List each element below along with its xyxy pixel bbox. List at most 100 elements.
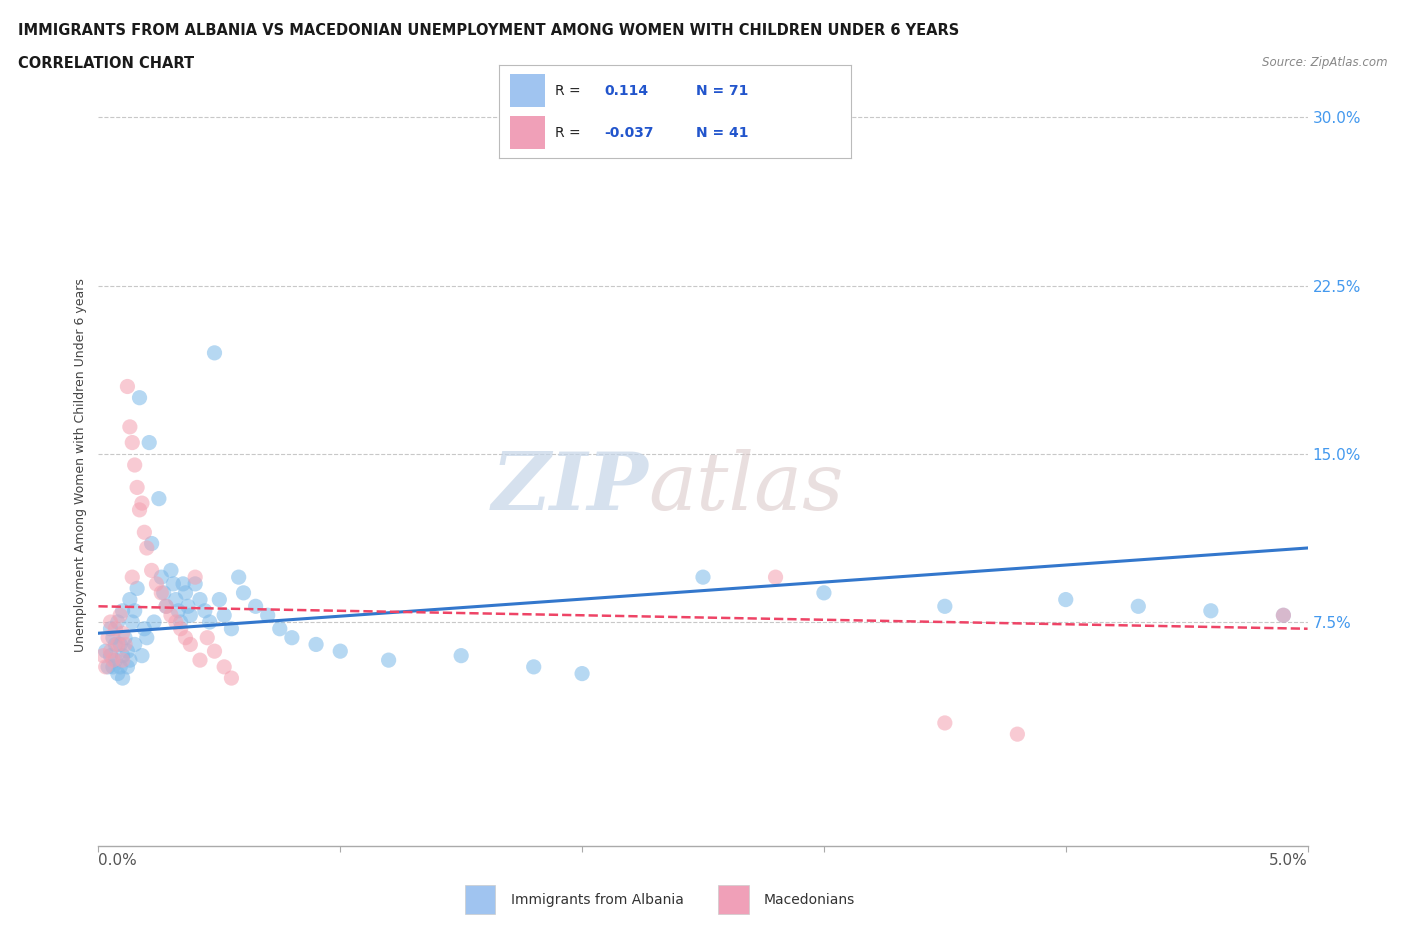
Text: -0.037: -0.037 — [605, 126, 654, 140]
Point — [571, 666, 593, 681]
Point — [117, 644, 139, 658]
Point — [118, 419, 141, 434]
Text: 5.0%: 5.0% — [1268, 853, 1308, 868]
Bar — [510, 74, 546, 107]
Text: 0.0%: 0.0% — [98, 853, 138, 868]
Point — [148, 491, 170, 506]
Point — [212, 659, 235, 674]
Point — [135, 631, 157, 645]
Point — [107, 615, 129, 630]
Point — [141, 536, 163, 551]
Point — [124, 458, 146, 472]
Point — [179, 608, 201, 623]
Point — [256, 608, 278, 623]
Point — [232, 585, 254, 600]
Point — [128, 391, 150, 405]
Point — [1128, 599, 1150, 614]
Point — [104, 621, 127, 636]
Point — [138, 435, 160, 450]
Point — [179, 637, 201, 652]
Point — [100, 644, 122, 658]
Point — [155, 599, 177, 614]
Point — [934, 599, 956, 614]
Point — [198, 615, 221, 630]
Point — [269, 621, 291, 636]
Point — [117, 379, 139, 394]
Point — [934, 715, 956, 730]
Point — [111, 604, 134, 618]
Point — [329, 644, 352, 658]
Point — [195, 631, 218, 645]
Point — [114, 631, 136, 645]
Point — [141, 563, 163, 578]
Point — [101, 631, 124, 645]
Point — [100, 621, 122, 636]
Point — [134, 621, 156, 636]
Point — [135, 540, 157, 555]
Point — [145, 577, 167, 591]
Text: N = 41: N = 41 — [696, 126, 748, 140]
Point — [104, 637, 127, 652]
Point — [188, 653, 211, 668]
Point — [208, 592, 231, 607]
Point — [134, 525, 156, 539]
Point — [1054, 592, 1077, 607]
Point — [204, 345, 226, 360]
Point — [765, 570, 787, 585]
Text: 0.114: 0.114 — [605, 84, 648, 98]
Text: N = 71: N = 71 — [696, 84, 748, 98]
Point — [124, 604, 146, 618]
Point — [281, 631, 304, 645]
Point — [169, 621, 191, 636]
Point — [212, 608, 235, 623]
Point — [117, 659, 139, 674]
Point — [101, 653, 124, 668]
Point — [111, 671, 134, 685]
Point — [104, 653, 127, 668]
Point — [97, 631, 120, 645]
Point — [150, 570, 173, 585]
Point — [221, 671, 243, 685]
Point — [162, 577, 184, 591]
Point — [143, 615, 166, 630]
Point — [111, 653, 134, 668]
Point — [101, 659, 124, 674]
Point — [155, 599, 177, 614]
Point — [108, 637, 131, 652]
Point — [174, 585, 197, 600]
Text: ZIP: ZIP — [492, 449, 648, 526]
Point — [184, 577, 207, 591]
Point — [174, 631, 197, 645]
Point — [177, 599, 200, 614]
Point — [127, 480, 149, 495]
Point — [305, 637, 328, 652]
Point — [121, 435, 143, 450]
Bar — [510, 116, 546, 149]
Point — [165, 592, 187, 607]
Text: atlas: atlas — [648, 449, 844, 526]
Text: Immigrants from Albania: Immigrants from Albania — [510, 893, 683, 907]
Point — [184, 570, 207, 585]
Point — [523, 659, 546, 674]
Point — [1007, 726, 1029, 741]
Point — [167, 604, 190, 618]
Point — [118, 592, 141, 607]
Point — [111, 648, 134, 663]
Text: Source: ZipAtlas.com: Source: ZipAtlas.com — [1263, 56, 1388, 69]
Point — [160, 608, 183, 623]
Point — [228, 570, 250, 585]
Point — [1199, 604, 1222, 618]
Point — [131, 648, 153, 663]
Point — [118, 653, 141, 668]
Point — [121, 570, 143, 585]
Point — [121, 615, 143, 630]
Point — [188, 592, 211, 607]
Point — [169, 615, 191, 630]
Point — [127, 581, 149, 596]
Point — [128, 502, 150, 517]
Point — [194, 604, 217, 618]
Point — [108, 659, 131, 674]
Point — [100, 648, 122, 663]
Point — [1272, 608, 1295, 623]
Point — [150, 585, 173, 600]
